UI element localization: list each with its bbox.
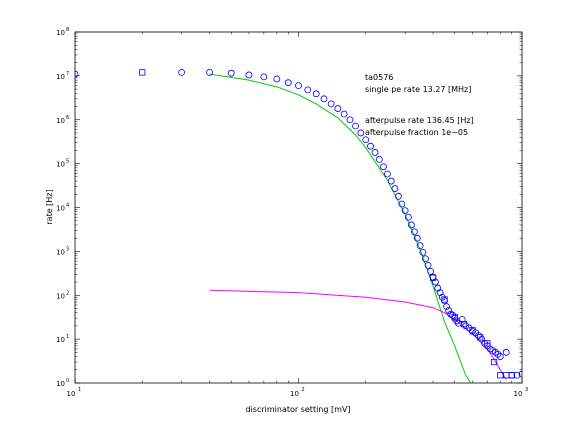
plot-area (74, 31, 523, 384)
circle-marker (513, 371, 521, 379)
circle-marker (438, 293, 446, 301)
circle-marker (413, 234, 421, 242)
fit-curves (209, 73, 507, 383)
circle-marker (419, 248, 427, 256)
circle-marker (206, 69, 213, 76)
square-marker (451, 313, 458, 321)
afterpulse-fit-line (209, 289, 507, 380)
circle-marker (458, 316, 466, 323)
square-marker (497, 372, 504, 379)
circle-marker (352, 122, 359, 130)
circle-marker (178, 69, 186, 76)
y-axis-label: rate [Hz] (45, 189, 54, 224)
circle-marker (320, 95, 328, 103)
y-tick-exponent: 8 (66, 27, 69, 33)
data-markers (75, 69, 522, 379)
single-pe-fit-line (209, 73, 472, 383)
square-marker (441, 296, 448, 303)
circle-marker (496, 353, 504, 360)
square-marker (484, 340, 491, 347)
circle-marker (401, 207, 409, 214)
axis-ticks: 10 1 10 2 10 310 010 110 210 310 410 510 610 710 8 (56, 27, 528, 398)
square-marker (469, 327, 476, 334)
circle-marker (424, 261, 432, 269)
y-tick-exponent: 5 (66, 159, 69, 165)
y-tick-exponent: 3 (66, 246, 69, 252)
annotation-afterpulse-rate: afterpulse rate 136.45 [Hz] (365, 116, 474, 125)
y-tick-label: 10 (56, 117, 65, 125)
y-tick-label: 10 (56, 161, 65, 169)
circle-marker (443, 303, 451, 311)
circle-marker (427, 267, 435, 275)
circle-marker (327, 100, 335, 108)
circle-marker (312, 90, 320, 98)
square-marker (508, 372, 515, 379)
circle-marker (502, 348, 510, 356)
circle-marker (410, 228, 418, 236)
y-tick-label: 10 (56, 380, 65, 388)
circle-marker (404, 213, 412, 221)
circle-marker (416, 242, 424, 250)
circle-marker (387, 177, 395, 185)
x-tick-exponent: 2 (302, 387, 305, 393)
y-tick-exponent: 1 (66, 334, 69, 340)
annotation-single-pe-rate: single pe rate 13.27 [MHz] (365, 85, 471, 94)
y-tick-label: 10 (56, 205, 65, 213)
circle-marker (398, 200, 406, 208)
square-marker (490, 358, 498, 366)
annotation-afterpulse-fraction: afterpulse fraction 1e−05 (365, 128, 468, 137)
square-marker (429, 274, 437, 281)
y-tick-label: 10 (56, 73, 65, 81)
circle-marker (273, 75, 281, 83)
circle-marker (362, 136, 370, 144)
y-tick-label: 10 (56, 248, 65, 256)
x-tick-label: 10 (67, 390, 76, 398)
circle-marker (371, 149, 379, 156)
x-tick-exponent: 3 (525, 387, 528, 393)
y-tick-exponent: 7 (66, 71, 69, 77)
circle-marker (357, 129, 365, 137)
circle-marker (408, 221, 415, 229)
y-tick-exponent: 2 (66, 290, 69, 296)
y-tick-exponent: 0 (66, 378, 69, 384)
circle-marker (346, 116, 354, 124)
circle-marker (434, 284, 442, 292)
circle-marker (245, 71, 253, 79)
x-tick-label: 10 (290, 390, 299, 398)
circle-marker (494, 350, 502, 358)
circle-marker (445, 307, 453, 314)
annotation-tube-id: ta0576 (365, 73, 393, 82)
y-tick-label: 10 (56, 336, 65, 344)
y-tick-exponent: 4 (66, 203, 69, 209)
square-marker (139, 69, 146, 76)
circle-marker (518, 370, 522, 378)
y-tick-label: 10 (56, 292, 65, 300)
circle-marker (422, 255, 429, 263)
circle-marker (260, 73, 268, 81)
x-tick-label: 10 (514, 390, 523, 398)
circle-marker (395, 192, 402, 200)
circle-marker (227, 69, 235, 77)
y-tick-label: 10 (56, 29, 65, 37)
circle-marker (75, 70, 79, 78)
x-tick-exponent: 1 (78, 387, 81, 393)
circle-marker (462, 322, 470, 330)
circle-marker (340, 110, 348, 118)
square-marker (460, 321, 468, 328)
circle-marker (367, 142, 374, 150)
x-axis-label: discriminator setting [mV] (245, 405, 350, 414)
circle-marker (284, 79, 292, 87)
circle-marker (391, 185, 399, 192)
circle-marker (304, 86, 312, 94)
circle-marker (384, 170, 391, 178)
circle-marker (334, 105, 342, 112)
circle-marker (380, 163, 387, 171)
y-tick-exponent: 6 (66, 115, 69, 121)
square-marker (477, 334, 484, 341)
circle-marker (375, 155, 383, 163)
circle-marker (295, 82, 302, 90)
